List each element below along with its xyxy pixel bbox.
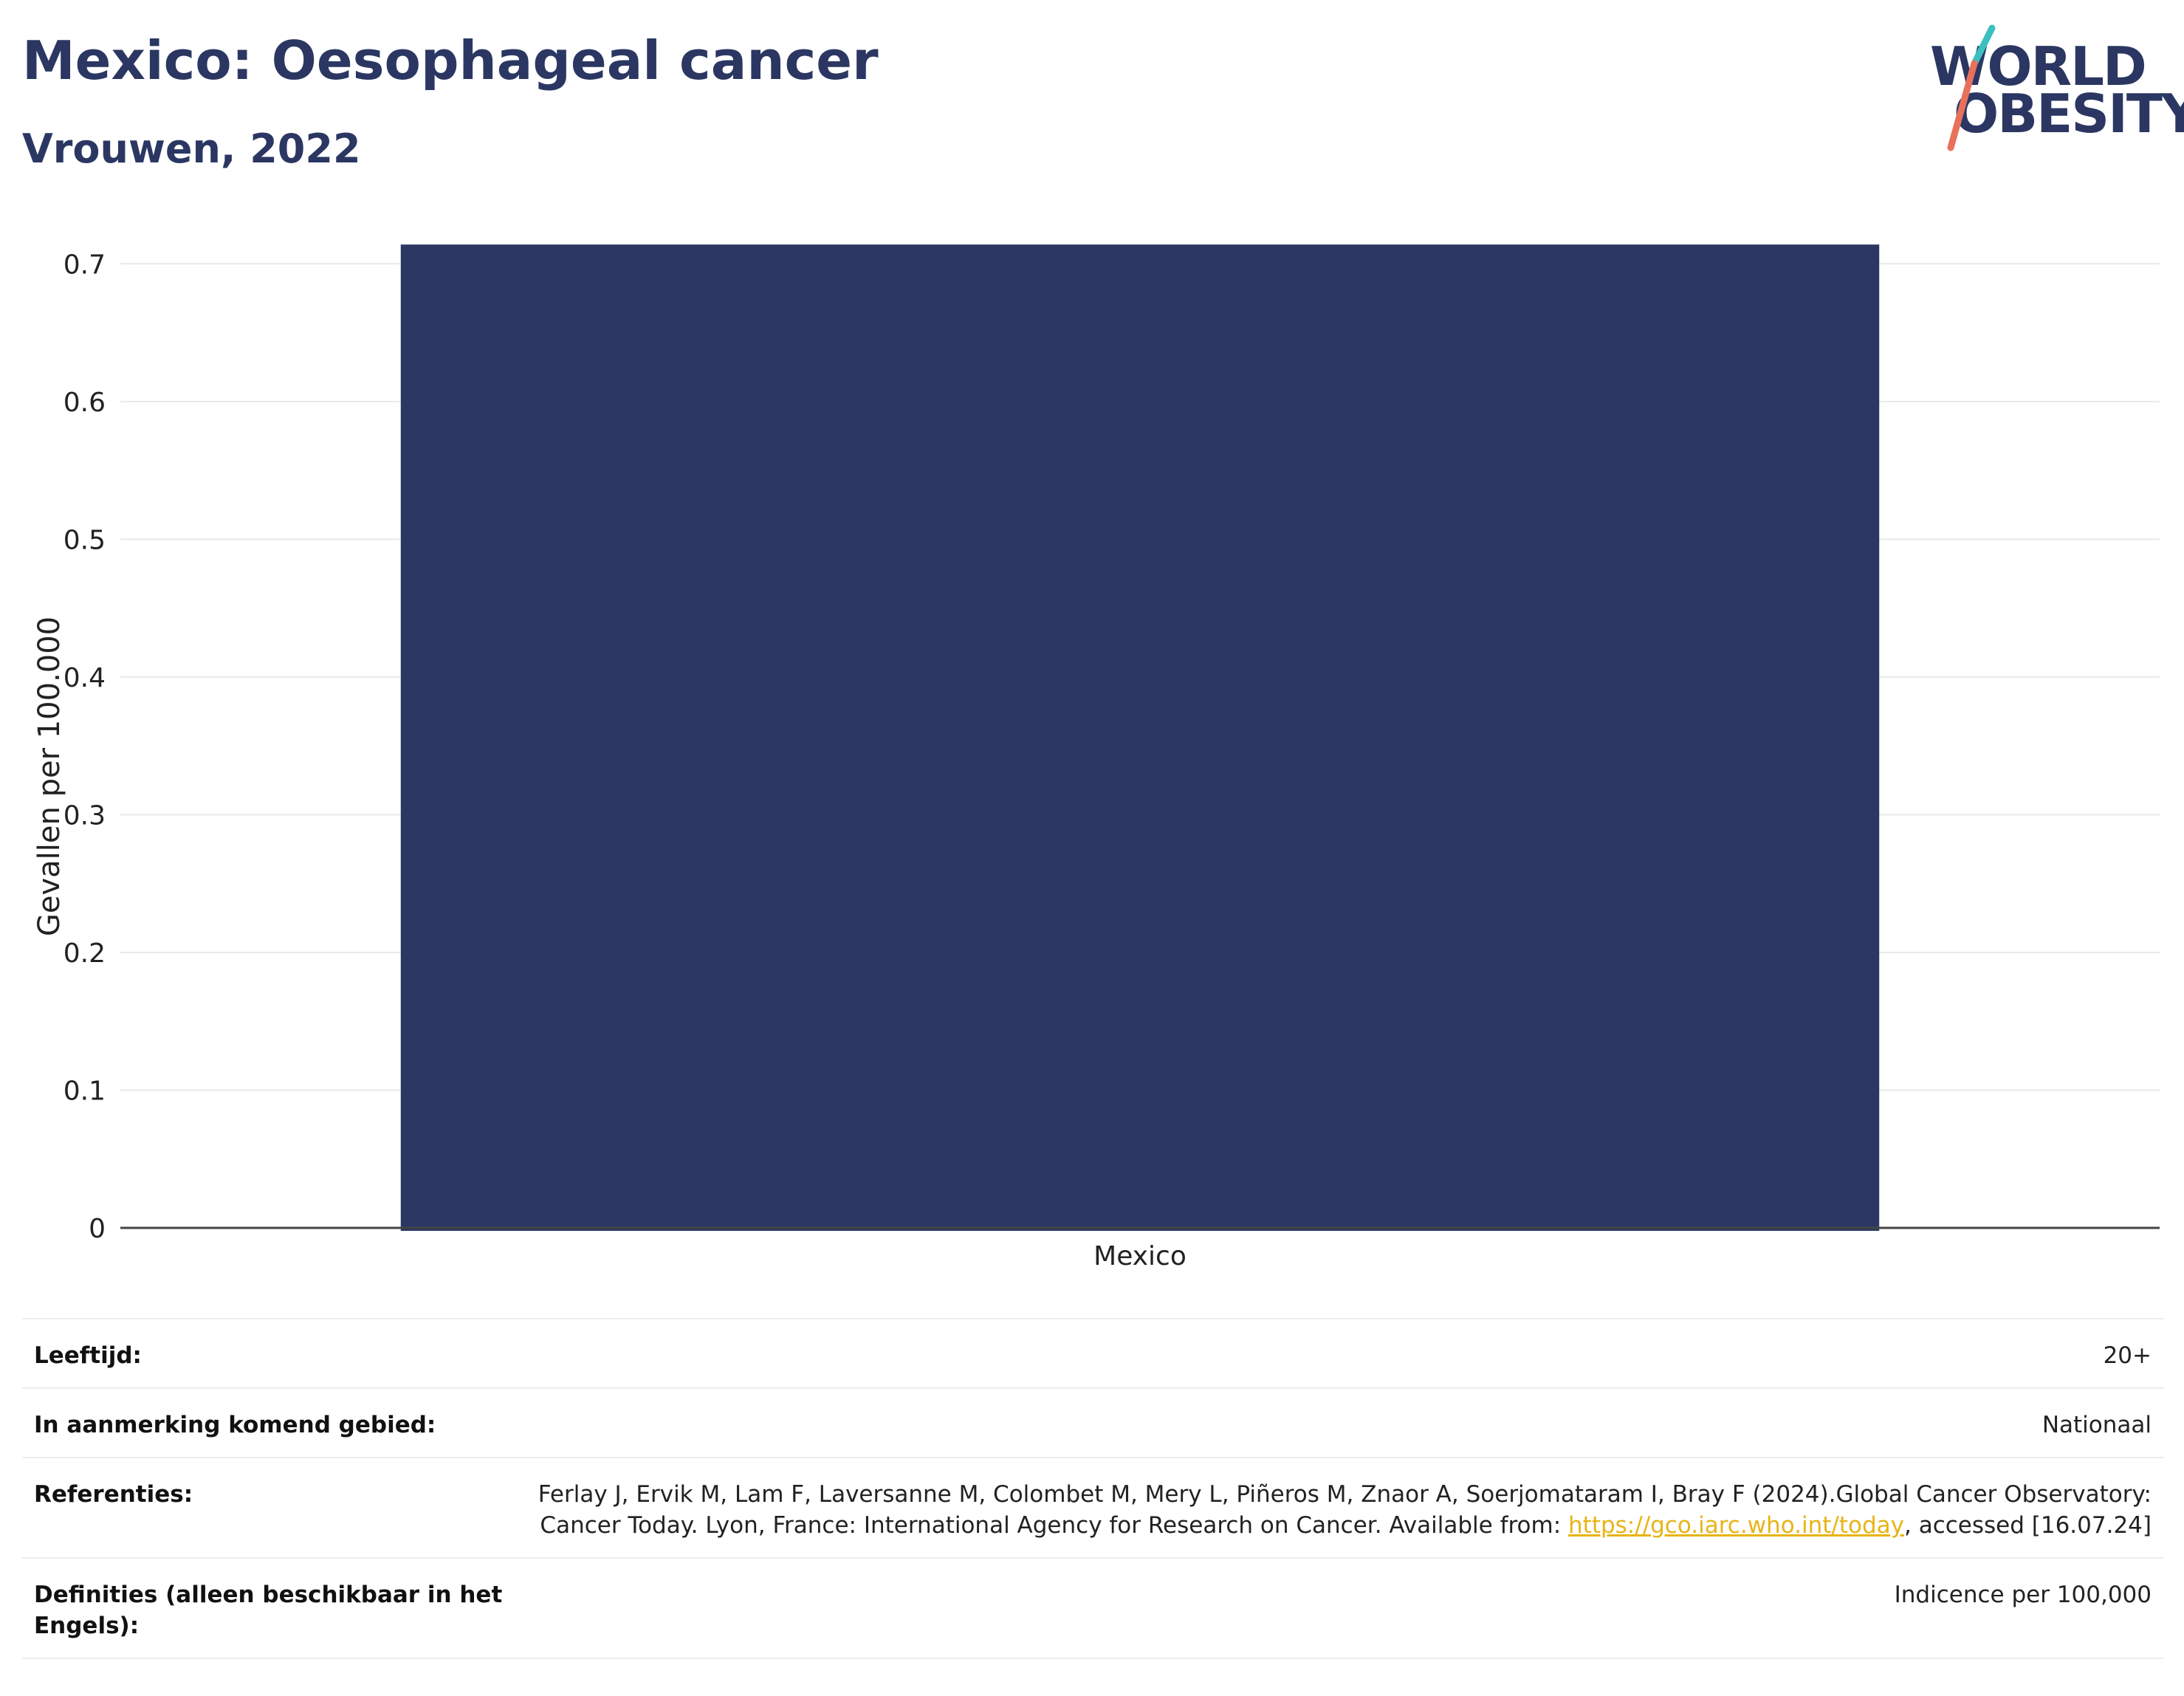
meta-value-references: Ferlay J, Ervik M, Lam F, Laversanne M, … bbox=[527, 1479, 2152, 1541]
y-tick-label: 0.7 bbox=[63, 250, 106, 280]
page-title: Mexico: Oesophageal cancer bbox=[22, 30, 879, 92]
meta-row-age: Leeftijd: 20+ bbox=[22, 1319, 2163, 1389]
page-subtitle: Vrouwen, 2022 bbox=[22, 126, 361, 172]
reference-text: Ferlay J, Ervik M, Lam F, Laversanne M, … bbox=[538, 1481, 2152, 1539]
logo-word-2: OBESITY bbox=[1954, 83, 2184, 145]
reference-accessed: , accessed [16.07.24] bbox=[1903, 1512, 2152, 1539]
x-axis-ticks: Mexico bbox=[1093, 1241, 1187, 1271]
meta-row-definitions: Definities (alleen beschikbaar in het En… bbox=[22, 1559, 2163, 1659]
reference-link[interactable]: https://gco.iarc.who.int/today bbox=[1568, 1512, 1904, 1539]
chart-bars bbox=[400, 244, 1880, 1231]
y-tick-label: 0.4 bbox=[63, 663, 106, 693]
world-obesity-logo: WORLD OBESITY bbox=[1920, 22, 2184, 155]
y-tick-label: 0.6 bbox=[63, 388, 106, 418]
x-tick-label: Mexico bbox=[1093, 1241, 1187, 1271]
metadata-table: Leeftijd: 20+ In aanmerking komend gebie… bbox=[22, 1318, 2163, 1659]
meta-value-area: Nationaal bbox=[2042, 1412, 2152, 1438]
meta-value-definitions: Indicence per 100,000 bbox=[1894, 1582, 2152, 1608]
y-axis-ticks: 0 0.1 0.2 0.3 0.4 0.5 0.6 0.7 bbox=[63, 250, 106, 1244]
meta-label-age: Leeftijd: bbox=[34, 1342, 142, 1369]
logo-slash-icon bbox=[1947, 24, 1996, 151]
y-tick-label: 0.3 bbox=[63, 800, 106, 831]
y-tick-label: 0.2 bbox=[63, 938, 106, 969]
y-axis-title: Gevallen per 100.000 bbox=[32, 617, 66, 936]
meta-label-references: Referenties: bbox=[34, 1481, 193, 1508]
meta-row-area: In aanmerking komend gebied: Nationaal bbox=[22, 1389, 2163, 1458]
y-tick-label: 0.5 bbox=[63, 525, 106, 555]
y-tick-label: 0 bbox=[89, 1214, 106, 1244]
meta-label-area: In aanmerking komend gebied: bbox=[34, 1412, 436, 1438]
meta-label-definitions: Definities (alleen beschikbaar in het En… bbox=[34, 1582, 503, 1639]
bar-chart: 0 0.1 0.2 0.3 0.4 0.5 0.6 0.7 Mexico Gevallen p… bbox=[32, 244, 2160, 1271]
bar-mexico bbox=[400, 244, 1880, 1231]
meta-row-references: Referenties: Ferlay J, Ervik M, Lam F, L… bbox=[22, 1458, 2163, 1559]
y-tick-label: 0.1 bbox=[63, 1076, 106, 1106]
meta-value-age: 20+ bbox=[2103, 1342, 2152, 1369]
